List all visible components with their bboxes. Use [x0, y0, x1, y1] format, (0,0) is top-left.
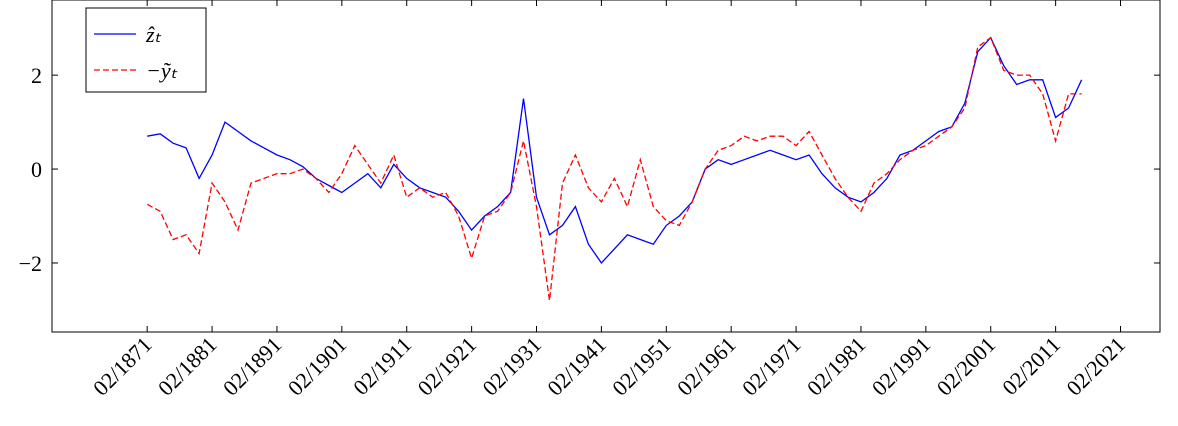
y-tick-label: 2 — [31, 63, 42, 88]
y-tick-label: −2 — [19, 251, 42, 276]
legend-label: ẑₜ — [145, 22, 162, 47]
x-tick-label: 02/1981 — [802, 332, 871, 401]
legend-label: −ỹₜ — [146, 58, 178, 83]
x-tick-label: 02/1911 — [348, 332, 416, 400]
legend-box — [85, 7, 207, 93]
x-tick-label: 02/2001 — [932, 332, 1001, 401]
x-tick-label: 02/1901 — [283, 332, 352, 401]
data-line — [146, 36, 1082, 301]
data-line — [147, 36, 1083, 265]
x-tick-label: 02/1971 — [737, 332, 806, 401]
y-tick-label: 0 — [31, 157, 42, 182]
x-tick-label: 02/1951 — [607, 332, 676, 401]
x-tick-label: 02/1941 — [542, 332, 611, 401]
x-tick-label: 02/1891 — [218, 332, 287, 401]
x-tick-label: 02/1991 — [867, 332, 936, 401]
x-tick-label: 02/1881 — [153, 332, 222, 401]
x-tick-label: 02/1871 — [88, 332, 157, 401]
x-tick-label: 02/1921 — [412, 332, 481, 401]
x-tick-label: 02/2021 — [1061, 332, 1130, 401]
plot-frame — [51, 0, 1161, 333]
x-tick-label: 02/2011 — [997, 332, 1065, 400]
x-tick-label: 02/1931 — [477, 332, 546, 401]
x-tick-label: 02/1961 — [672, 332, 741, 401]
